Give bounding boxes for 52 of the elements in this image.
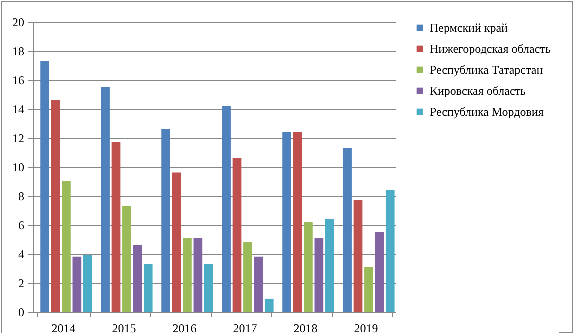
bar xyxy=(364,267,374,312)
legend-label: Республика Мордовия xyxy=(430,105,544,119)
legend-label: Республика Татарстан xyxy=(430,63,544,77)
x-tick-label: 2016 xyxy=(172,322,197,336)
bar xyxy=(282,132,292,312)
bar xyxy=(51,100,60,312)
bar xyxy=(162,129,170,312)
y-tick-label: 0 xyxy=(18,306,24,320)
bar xyxy=(40,61,50,312)
bar xyxy=(62,182,71,312)
x-tick-label: 2018 xyxy=(294,322,318,336)
bar xyxy=(194,238,203,312)
y-tick-label: 16 xyxy=(12,74,24,88)
y-tick-label: 10 xyxy=(12,160,24,174)
y-tick-label: 6 xyxy=(18,218,24,232)
bar xyxy=(264,298,274,312)
legend-label: Нижегородская область xyxy=(430,42,552,56)
bar xyxy=(83,255,92,312)
bar xyxy=(314,238,324,312)
bar xyxy=(293,132,302,312)
x-tick-label: 2017 xyxy=(233,322,258,336)
y-tick-label: 14 xyxy=(12,102,24,116)
y-tick-label: 4 xyxy=(18,248,24,262)
x-tick-label: 2019 xyxy=(354,322,378,336)
bar xyxy=(254,256,264,312)
bar xyxy=(122,206,132,312)
y-tick-label: 12 xyxy=(12,132,24,146)
bar xyxy=(72,256,82,312)
x-tick-label: 2014 xyxy=(52,322,76,336)
bar xyxy=(304,222,313,312)
bar xyxy=(244,242,252,312)
bar xyxy=(375,232,384,312)
y-tick-label: 8 xyxy=(18,190,24,204)
bar xyxy=(204,264,214,312)
bar xyxy=(144,264,153,312)
bar xyxy=(172,172,182,312)
bar xyxy=(133,245,142,312)
x-tick-label: 2015 xyxy=(112,322,136,336)
legend-label: Пермский край xyxy=(430,21,509,35)
bar xyxy=(232,158,242,312)
bar xyxy=(354,200,363,312)
bar xyxy=(325,219,334,312)
y-tick-label: 20 xyxy=(12,16,24,30)
bar xyxy=(386,190,395,312)
bar xyxy=(101,87,110,312)
bar xyxy=(343,148,352,312)
legend-label: Кировская область xyxy=(430,84,527,98)
y-tick-label: 18 xyxy=(12,44,24,58)
bar xyxy=(222,106,231,312)
bar xyxy=(183,238,192,312)
bar xyxy=(112,142,121,312)
y-tick-label: 2 xyxy=(18,276,24,290)
